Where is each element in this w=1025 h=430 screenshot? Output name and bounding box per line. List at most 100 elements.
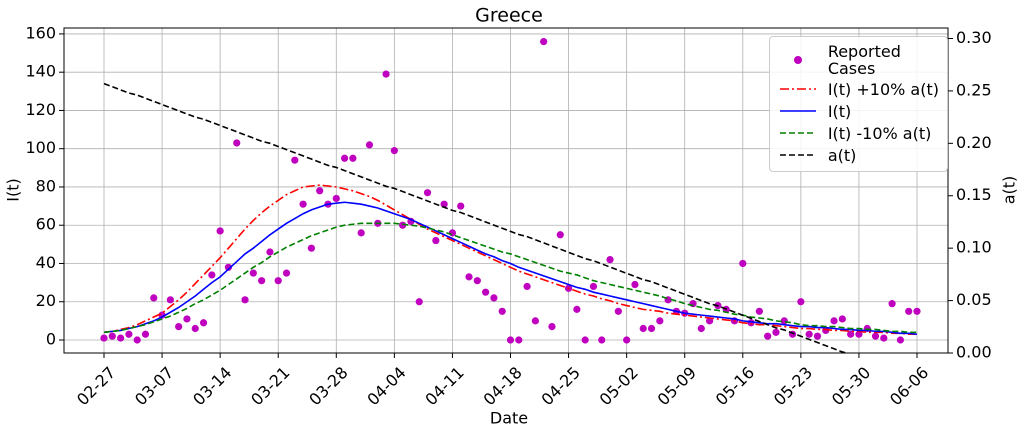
legend-key — [779, 88, 816, 90]
data-point — [448, 229, 457, 237]
data-point — [739, 259, 747, 268]
data-point — [614, 307, 622, 315]
data-point — [822, 326, 830, 335]
data-point — [888, 300, 896, 308]
data-point — [656, 317, 664, 325]
data-point — [274, 277, 282, 285]
chart-title: Greece — [475, 5, 543, 27]
legend-marker — [793, 56, 802, 64]
y-tick-label: 60 — [36, 215, 56, 234]
data-point — [141, 330, 150, 338]
data-point — [764, 332, 772, 340]
data-point — [224, 263, 233, 271]
y-tick-label: 140 — [25, 62, 56, 81]
x-tick-label: 03-21 — [247, 363, 293, 409]
data-point — [830, 317, 838, 325]
data-point — [166, 296, 174, 304]
y-tick-label: 160 — [25, 23, 56, 42]
data-point — [706, 317, 714, 325]
data-point — [415, 298, 423, 306]
data-point — [175, 323, 183, 331]
data-point — [880, 334, 888, 342]
data-point — [116, 334, 125, 342]
y-tick-label: 120 — [25, 100, 56, 119]
data-point — [208, 271, 216, 279]
legend-entry: a(t) — [778, 145, 939, 165]
data-point — [805, 330, 813, 338]
data-point — [233, 139, 241, 147]
legend-label: I(t) — [827, 101, 852, 121]
legend-entry: I(t) — [778, 101, 939, 121]
x-tick-label: 03-28 — [305, 363, 351, 409]
data-point — [125, 330, 133, 338]
data-point — [382, 70, 390, 78]
y2-tick-label: 0.10 — [956, 238, 992, 257]
data-point — [357, 229, 365, 237]
data-point — [797, 298, 805, 306]
x-tick-label: 05-16 — [712, 363, 758, 409]
data-point — [523, 282, 531, 291]
data-point — [316, 187, 324, 195]
data-point — [241, 296, 249, 304]
legend-label: I(t) +10% a(t) — [827, 79, 939, 99]
x-tick-label: 04-04 — [363, 363, 409, 409]
data-point — [199, 319, 208, 327]
x-tick-label: 04-25 — [538, 363, 584, 409]
plot-area — [100, 37, 921, 353]
data-point — [573, 305, 581, 313]
data-point — [855, 330, 863, 338]
data-point — [540, 37, 548, 46]
data-point — [299, 200, 307, 208]
data-point — [133, 336, 141, 344]
legend-key — [793, 56, 802, 64]
y2-tick-label: 0.00 — [956, 343, 992, 362]
data-point — [108, 332, 116, 340]
legend-entry: I(t) +10% a(t) — [778, 79, 939, 99]
data-point — [490, 294, 498, 302]
legend-label: I(t) -10% a(t) — [827, 123, 932, 143]
data-point — [150, 294, 158, 302]
data-point — [307, 244, 315, 252]
y-tick-label: 100 — [25, 138, 56, 157]
data-point — [589, 282, 598, 291]
data-point — [191, 324, 199, 333]
x-tick-label: 06-06 — [886, 363, 932, 409]
x-tick-label: 03-14 — [189, 363, 235, 409]
x-tick-label: 04-11 — [421, 363, 467, 409]
data-point — [258, 277, 266, 285]
data-point — [531, 317, 539, 325]
data-point — [473, 277, 481, 285]
data-point — [548, 323, 556, 331]
data-point — [896, 336, 905, 344]
legend-entry: Reported Cases — [778, 43, 939, 77]
data-point — [423, 189, 432, 197]
y-tick-label: 80 — [36, 176, 56, 195]
data-point — [349, 154, 357, 162]
data-point — [390, 147, 398, 155]
legend-entry: I(t) -10% a(t) — [778, 123, 939, 143]
data-point — [399, 221, 407, 229]
data-point — [457, 202, 465, 210]
series-line — [103, 184, 917, 336]
x-tick-label: 05-02 — [596, 363, 642, 409]
data-point — [365, 141, 374, 149]
x-tick-label: 03-07 — [131, 363, 177, 409]
x-tick-label: 04-18 — [479, 363, 525, 409]
data-point — [598, 336, 606, 344]
data-point — [647, 324, 656, 333]
legend-key — [779, 154, 816, 156]
series-line — [103, 82, 850, 353]
data-point — [556, 231, 564, 239]
x-tick-label: 02-27 — [73, 363, 119, 409]
y-tick-label: 40 — [36, 253, 56, 272]
series-line — [103, 222, 917, 334]
y-tick-label: 0 — [46, 329, 56, 348]
data-point — [340, 154, 349, 162]
data-point — [100, 334, 108, 342]
data-point — [291, 156, 299, 164]
data-point — [216, 227, 224, 235]
legend-key — [779, 110, 816, 112]
data-point — [266, 248, 274, 256]
plot-frame — [63, 27, 949, 354]
